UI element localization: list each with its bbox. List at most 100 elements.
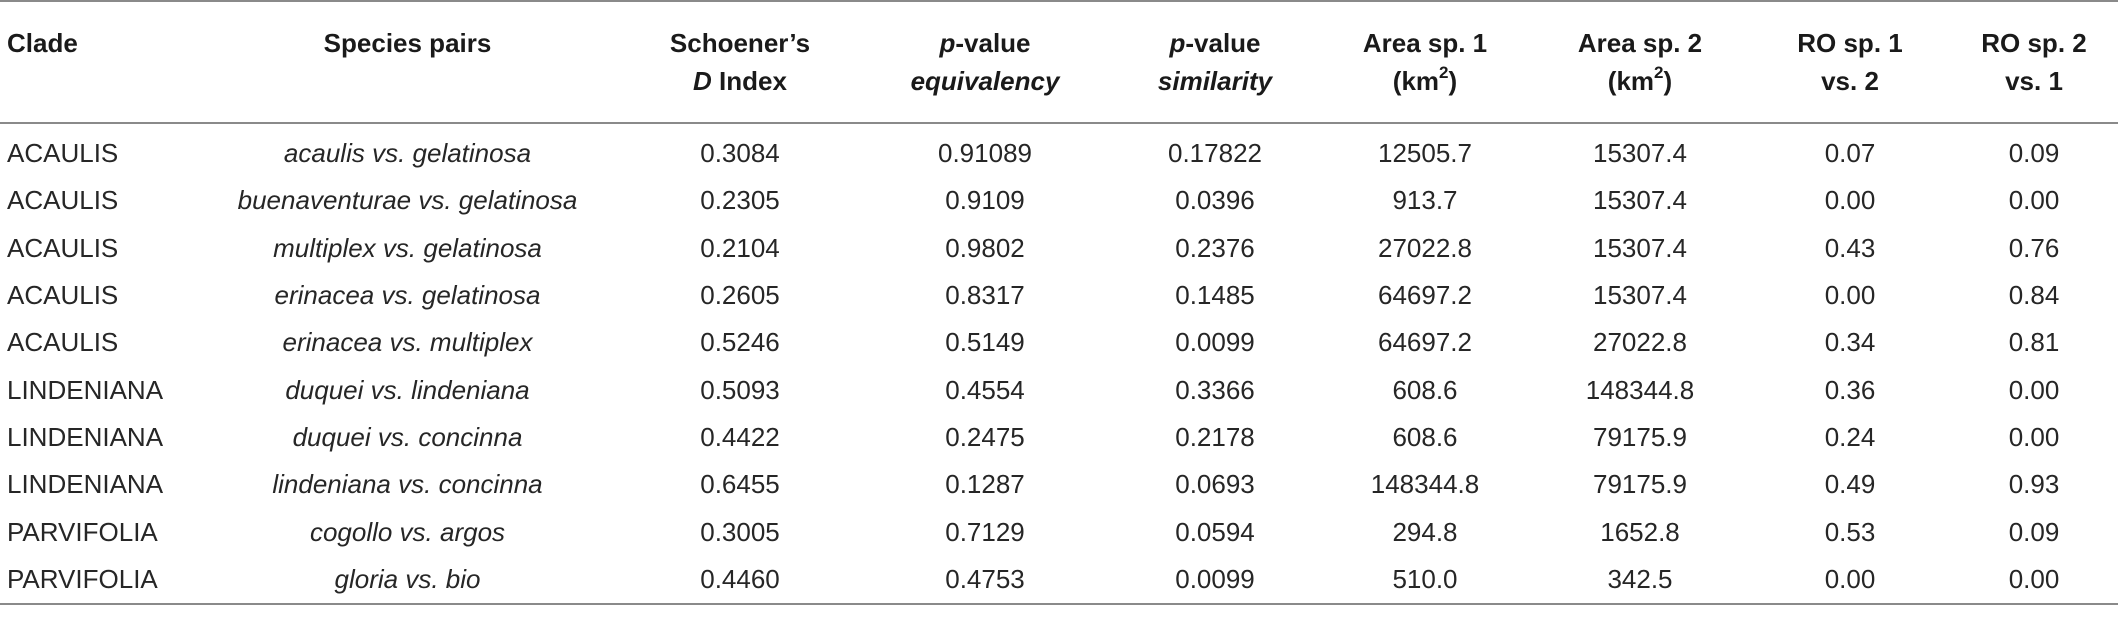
cell-ro-sp2: 0.84 — [2008, 280, 2060, 311]
cell-ro-sp2: 0.00 — [2008, 185, 2060, 216]
table-header: Clade Species pairs Schoener’s D Index p… — [0, 1, 2118, 123]
cell-clade: ACAULIS — [7, 280, 119, 311]
data-table: Clade Species pairs Schoener’s D Index p… — [0, 1, 2118, 604]
cell-ro-sp2: 0.93 — [2008, 469, 2060, 500]
cell-p-equivalency: 0.9802 — [945, 232, 1025, 263]
cell-area-sp2: 79175.9 — [1593, 469, 1687, 500]
table-row: ACAULIS erinacea vs. gelatinosa 0.2605 0… — [0, 272, 2118, 319]
header-area-sp1-sup: 2 — [1439, 63, 1449, 83]
header-area-sp1-close: ) — [1448, 66, 1458, 96]
cell-area-sp2: 148344.8 — [1585, 374, 1695, 405]
cell-p-equivalency: 0.91089 — [938, 138, 1032, 169]
cell-clade: LINDENIANA — [7, 374, 164, 405]
header-area-sp2: Area sp. 2 (km2) — [1530, 1, 1750, 123]
header-species-pairs: Species pairs — [195, 1, 620, 123]
cell-species-pair: duquei vs. concinna — [292, 421, 523, 452]
cell-p-equivalency: 0.7129 — [945, 516, 1025, 547]
cell-p-equivalency: 0.8317 — [945, 280, 1025, 311]
header-ro-sp2-line1: RO sp. 2 — [1981, 28, 2087, 58]
header-clade: Clade — [0, 1, 195, 123]
cell-clade: ACAULIS — [7, 232, 119, 263]
header-ro-sp1-line1: RO sp. 1 — [1797, 28, 1903, 58]
cell-clade: ACAULIS — [7, 185, 119, 216]
cell-clade: LINDENIANA — [7, 421, 164, 452]
cell-p-similarity: 0.0693 — [1175, 469, 1255, 500]
cell-species-pair: buenaventurae vs. gelatinosa — [237, 185, 578, 216]
cell-p-similarity: 0.17822 — [1168, 138, 1262, 169]
table-row: PARVIFOLIA cogollo vs. argos 0.3005 0.71… — [0, 508, 2118, 555]
header-p-equivalency: p-value equivalency — [860, 1, 1110, 123]
cell-species-pair: erinacea vs. multiplex — [282, 327, 533, 358]
header-p-similarity-line2: similarity — [1157, 66, 1273, 96]
cell-p-similarity: 0.0099 — [1175, 563, 1255, 594]
cell-species-pair: multiplex vs. gelatinosa — [273, 232, 542, 263]
cell-area-sp2: 27022.8 — [1593, 327, 1687, 358]
header-p-similarity-value: -value — [1185, 28, 1261, 58]
table-row: ACAULIS multiplex vs. gelatinosa 0.2104 … — [0, 225, 2118, 272]
cell-p-equivalency: 0.9109 — [945, 185, 1025, 216]
header-p-equivalency-line2: equivalency — [910, 66, 1060, 96]
cell-area-sp1: 27022.8 — [1378, 232, 1472, 263]
cell-ro-sp1: 0.07 — [1824, 138, 1876, 169]
cell-species-pair: lindeniana vs. concinna — [272, 469, 543, 500]
header-area-sp2-unit: (km — [1607, 66, 1655, 96]
header-ro-sp2-line2: vs. 1 — [2005, 66, 2063, 96]
cell-species-pair: gloria vs. bio — [334, 563, 481, 594]
table-row: PARVIFOLIA gloria vs. bio 0.4460 0.4753 … — [0, 556, 2118, 604]
header-ro-sp1-line2: vs. 2 — [1821, 66, 1879, 96]
header-p-similarity: p-value similarity — [1110, 1, 1320, 123]
cell-ro-sp1: 0.24 — [1824, 421, 1876, 452]
cell-d-index: 0.6455 — [700, 469, 780, 500]
cell-area-sp1: 294.8 — [1392, 516, 1458, 547]
cell-ro-sp2: 0.09 — [2008, 138, 2060, 169]
cell-d-index: 0.2305 — [700, 185, 780, 216]
cell-p-equivalency: 0.4753 — [945, 563, 1025, 594]
cell-area-sp1: 510.0 — [1392, 563, 1458, 594]
cell-p-similarity: 0.3366 — [1175, 374, 1255, 405]
header-schoener-d-line1: Schoener’s — [669, 28, 811, 58]
header-p-equivalency-p: p — [939, 28, 956, 58]
cell-d-index: 0.4460 — [700, 563, 780, 594]
cell-species-pair: duquei vs. lindeniana — [285, 374, 530, 405]
cell-p-similarity: 0.2178 — [1175, 421, 1255, 452]
cell-ro-sp2: 0.00 — [2008, 374, 2060, 405]
cell-species-pair: cogollo vs. argos — [309, 516, 506, 547]
cell-clade: ACAULIS — [7, 138, 119, 169]
cell-area-sp1: 913.7 — [1392, 185, 1458, 216]
cell-area-sp1: 12505.7 — [1378, 138, 1472, 169]
header-p-similarity-p: p — [1169, 28, 1186, 58]
table-row: LINDENIANA lindeniana vs. concinna 0.645… — [0, 461, 2118, 508]
cell-ro-sp1: 0.43 — [1824, 232, 1876, 263]
cell-area-sp1: 608.6 — [1392, 421, 1458, 452]
cell-d-index: 0.5093 — [700, 374, 780, 405]
cell-area-sp2: 342.5 — [1607, 563, 1673, 594]
header-area-sp1-line1: Area sp. 1 — [1362, 28, 1488, 58]
cell-p-equivalency: 0.2475 — [945, 421, 1025, 452]
cell-clade: PARVIFOLIA — [7, 516, 158, 547]
header-schoener-d: Schoener’s D Index — [620, 1, 860, 123]
cell-p-similarity: 0.1485 — [1175, 280, 1255, 311]
header-area-sp2-sup: 2 — [1654, 63, 1664, 83]
cell-ro-sp2: 0.76 — [2008, 232, 2060, 263]
table-body: ACAULIS acaulis vs. gelatinosa 0.3084 0.… — [0, 123, 2118, 604]
cell-d-index: 0.2605 — [700, 280, 780, 311]
cell-ro-sp1: 0.36 — [1824, 374, 1876, 405]
header-row: Clade Species pairs Schoener’s D Index p… — [0, 1, 2118, 123]
cell-ro-sp1: 0.00 — [1824, 563, 1876, 594]
cell-area-sp1: 148344.8 — [1370, 469, 1480, 500]
header-area-sp1: Area sp. 1 (km2) — [1320, 1, 1530, 123]
cell-area-sp2: 15307.4 — [1593, 138, 1687, 169]
table-row: ACAULIS buenaventurae vs. gelatinosa 0.2… — [0, 177, 2118, 224]
cell-d-index: 0.3005 — [700, 516, 780, 547]
cell-area-sp2: 15307.4 — [1593, 185, 1687, 216]
cell-ro-sp2: 0.00 — [2008, 421, 2060, 452]
cell-ro-sp1: 0.00 — [1824, 185, 1876, 216]
header-ro-sp2: RO sp. 2 vs. 1 — [1950, 1, 2118, 123]
table-row: LINDENIANA duquei vs. lindeniana 0.5093 … — [0, 366, 2118, 413]
cell-area-sp1: 608.6 — [1392, 374, 1458, 405]
cell-p-equivalency: 0.4554 — [945, 374, 1025, 405]
cell-area-sp1: 64697.2 — [1378, 327, 1472, 358]
cell-area-sp2: 1652.8 — [1600, 516, 1680, 547]
cell-ro-sp1: 0.49 — [1824, 469, 1876, 500]
